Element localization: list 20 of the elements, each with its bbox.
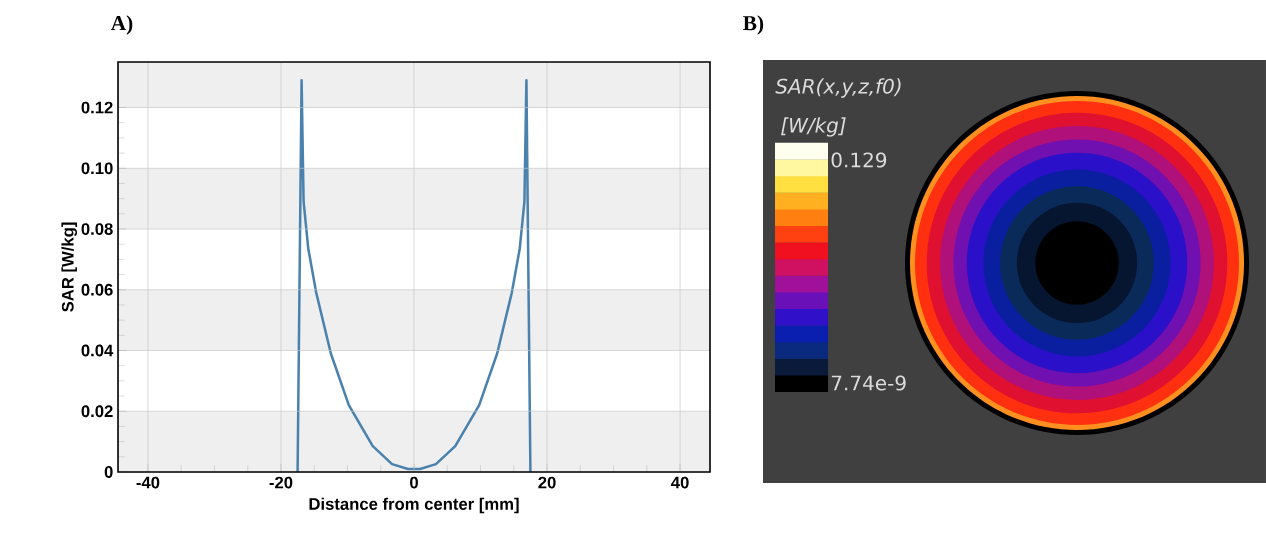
x-tick-label: 0 bbox=[410, 476, 418, 489]
y-tick-label: 0.06 bbox=[81, 283, 113, 296]
y-tick-label: 0 bbox=[104, 466, 113, 478]
x-tick-label: -40 bbox=[136, 476, 160, 489]
text: SAR(x,y,z,f0) bbox=[775, 78, 901, 98]
y-axis-title: SAR [W/kg] bbox=[61, 222, 78, 312]
y-tick-label: 0.12 bbox=[81, 101, 113, 114]
y-tick-label: 0.08 bbox=[81, 223, 113, 235]
x-axis-title: Distance from center [mm] bbox=[309, 497, 519, 514]
text: B) bbox=[743, 15, 764, 35]
y-tick-label: 0.10 bbox=[81, 162, 113, 175]
x-tick-label: -20 bbox=[269, 476, 293, 489]
text: [W/kg] bbox=[781, 117, 846, 137]
chart-title: A) bbox=[110, 15, 133, 35]
text: 0.129 bbox=[831, 152, 887, 168]
text: 7.74e-9 bbox=[831, 375, 906, 391]
x-tick-label: 20 bbox=[538, 476, 556, 489]
x-tick-label: 40 bbox=[671, 476, 689, 489]
y-tick-label: 0.02 bbox=[81, 405, 113, 418]
y-tick-label: 0.04 bbox=[81, 344, 114, 357]
